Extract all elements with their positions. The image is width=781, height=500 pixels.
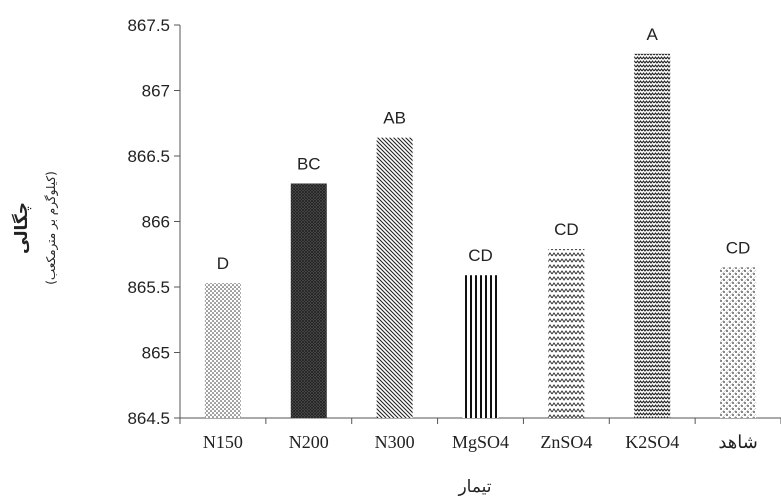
bar xyxy=(376,137,413,418)
x-tick-label: N200 xyxy=(289,432,329,452)
bars xyxy=(204,53,757,418)
x-tick-label: K2SO4 xyxy=(625,432,679,452)
y-tick-label: 867.5 xyxy=(127,16,170,35)
y-tick-label: 865.5 xyxy=(127,278,170,297)
y-axis-unit: (کیلوگرم بر مترمکعب) xyxy=(44,171,59,285)
x-axis-title: تیمار xyxy=(457,477,491,497)
bar xyxy=(204,283,241,418)
significance-letter: A xyxy=(647,25,659,44)
bar xyxy=(548,249,585,418)
significance-letters: D BC AB CD CD A CD xyxy=(217,25,751,273)
bar xyxy=(290,183,327,418)
y-tick-label: 867 xyxy=(142,82,170,101)
significance-letter: CD xyxy=(468,246,493,265)
x-tick-label: MgSO4 xyxy=(452,432,509,452)
y-axis-title: چگالی xyxy=(11,202,32,254)
bar xyxy=(634,53,671,418)
significance-letter: AB xyxy=(383,109,406,128)
y-tick-label: 866.5 xyxy=(127,147,170,166)
bar xyxy=(720,267,757,418)
significance-letter: CD xyxy=(726,238,751,257)
x-tick-label: شاهد xyxy=(718,432,758,452)
significance-letter: D xyxy=(217,254,229,273)
x-tick-label: ZnSO4 xyxy=(540,432,592,452)
x-axis: N150 N200 N300 MgSO4 ZnSO4 K2SO4 شاهد xyxy=(179,417,781,452)
y-tick-label: 864.5 xyxy=(127,409,170,428)
significance-letter: BC xyxy=(297,155,321,174)
significance-letter: CD xyxy=(554,220,579,239)
y-tick-label: 865 xyxy=(142,344,170,363)
bar xyxy=(462,275,499,418)
y-tick-label: 866 xyxy=(142,213,170,232)
y-axis: 864.5 865 865.5 866 866.5 867 867.5 xyxy=(127,16,181,428)
x-tick-label: N300 xyxy=(375,432,415,452)
x-tick-label: N150 xyxy=(203,432,243,452)
